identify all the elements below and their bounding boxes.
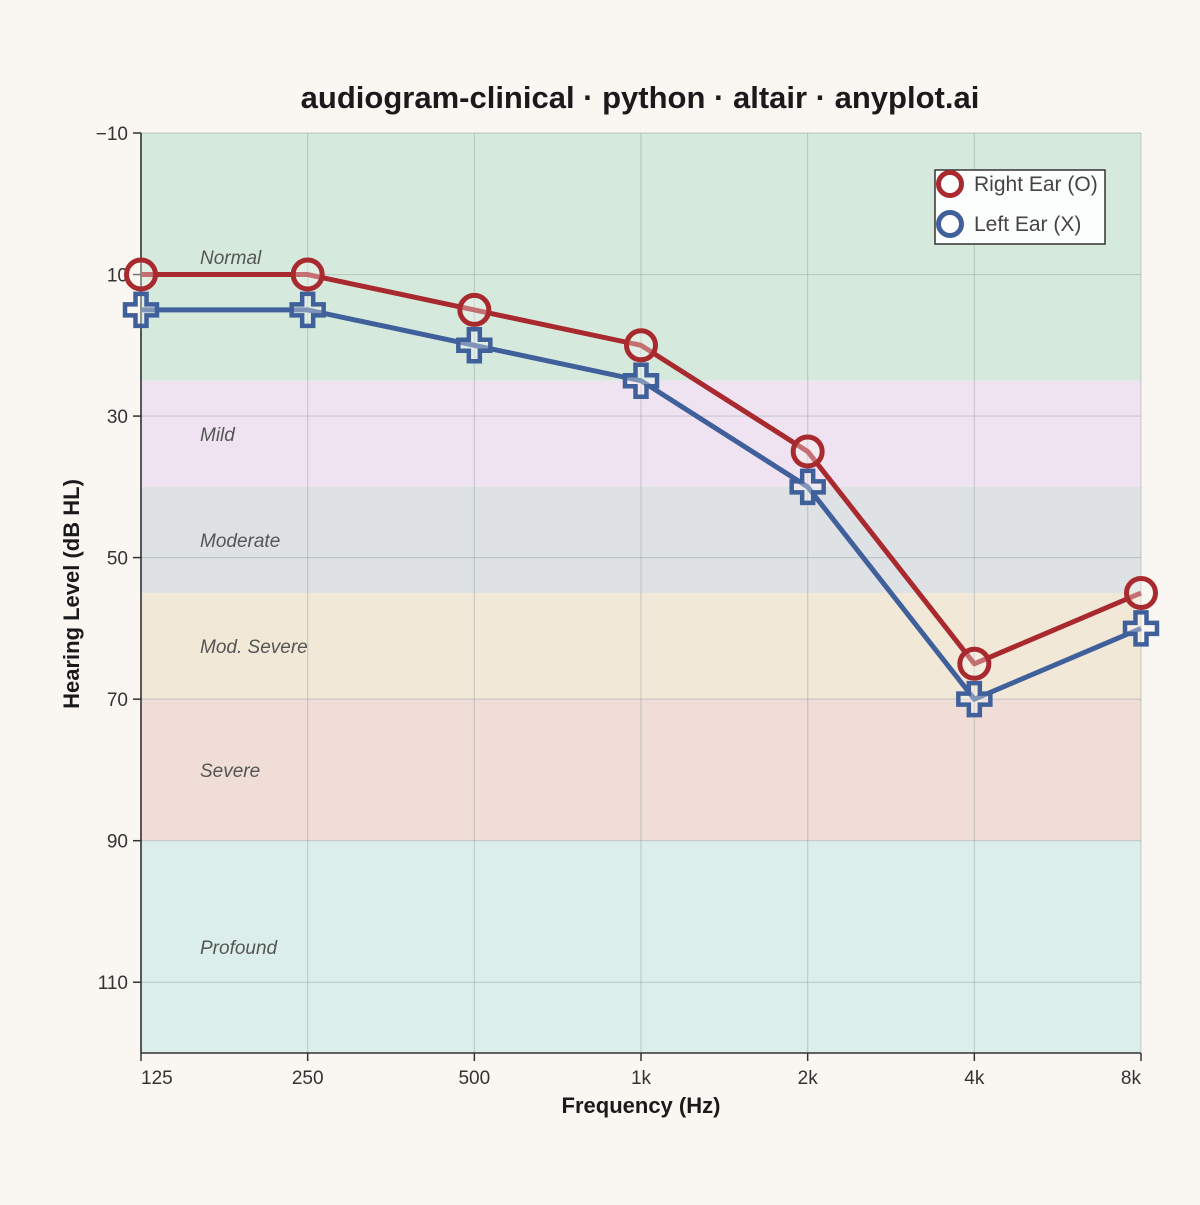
y-axis-title: Hearing Level (dB HL) xyxy=(59,479,84,709)
left-ear-marker xyxy=(1122,610,1160,647)
x-tick-label: 500 xyxy=(458,1068,490,1089)
axes: −10 10 30 50 70 90 110 125 250 500 1k 2k 4k 8k xyxy=(96,124,1142,1089)
y-tick-label: 90 xyxy=(107,832,128,853)
y-tick-label: 50 xyxy=(107,549,128,570)
series-line xyxy=(141,307,1142,702)
left-ear-marker xyxy=(956,680,993,718)
left-ear-marker xyxy=(289,291,326,329)
x-tick-label: 250 xyxy=(292,1068,324,1089)
right-ear-marker xyxy=(957,646,992,681)
right-ear-marker xyxy=(1124,576,1158,610)
band-label: Moderate xyxy=(200,531,280,552)
right-ear-marker xyxy=(457,292,492,327)
left-ear-marker xyxy=(622,362,660,399)
x-tick-label: 8k xyxy=(1121,1068,1142,1089)
band-label: Mild xyxy=(200,425,236,446)
series-markers xyxy=(122,257,1160,718)
band-severe xyxy=(141,699,1141,841)
chart-title: audiogram-clinical · python · altair · a… xyxy=(301,80,980,115)
legend: Right Ear (O) Left Ear (X) xyxy=(934,169,1106,245)
legend-symbol xyxy=(936,170,964,198)
legend-symbol xyxy=(936,210,964,238)
series-lines xyxy=(141,272,1142,702)
y-tick-label: −10 xyxy=(96,124,128,145)
left-ear-marker xyxy=(456,327,493,364)
right-ear-marker xyxy=(790,434,825,469)
band-label: Severe xyxy=(200,761,260,782)
band-moderate xyxy=(141,486,1141,593)
right-ear-marker xyxy=(624,328,658,363)
series-line xyxy=(141,272,1142,667)
legend-label: Right Ear (O) xyxy=(974,173,1098,196)
band-label: Profound xyxy=(200,938,279,959)
x-tick-label: 125 xyxy=(141,1068,173,1089)
left-ear-marker xyxy=(122,291,160,329)
severity-band-labels: Normal Mild Moderate Mod. Severe Severe Profo… xyxy=(200,248,308,959)
y-tick-label: 30 xyxy=(107,407,128,428)
right-ear-marker xyxy=(124,257,158,292)
legend-label: Left Ear (X) xyxy=(974,213,1081,236)
left-ear-marker xyxy=(789,468,826,506)
right-ear-marker xyxy=(290,257,325,292)
x-tick-label: 4k xyxy=(964,1068,985,1089)
x-tick-label: 1k xyxy=(631,1068,652,1089)
y-tick-label: 110 xyxy=(98,973,128,994)
x-tick-label: 2k xyxy=(798,1068,819,1089)
band-label: Normal xyxy=(200,248,262,269)
y-tick-label: 10 xyxy=(107,266,128,287)
severity-bands xyxy=(141,133,1141,1053)
x-axis-title: Frequency (Hz) xyxy=(562,1093,721,1118)
band-label: Mod. Severe xyxy=(200,637,308,658)
y-tick-label: 70 xyxy=(107,690,128,711)
band-profound xyxy=(141,840,1141,1053)
